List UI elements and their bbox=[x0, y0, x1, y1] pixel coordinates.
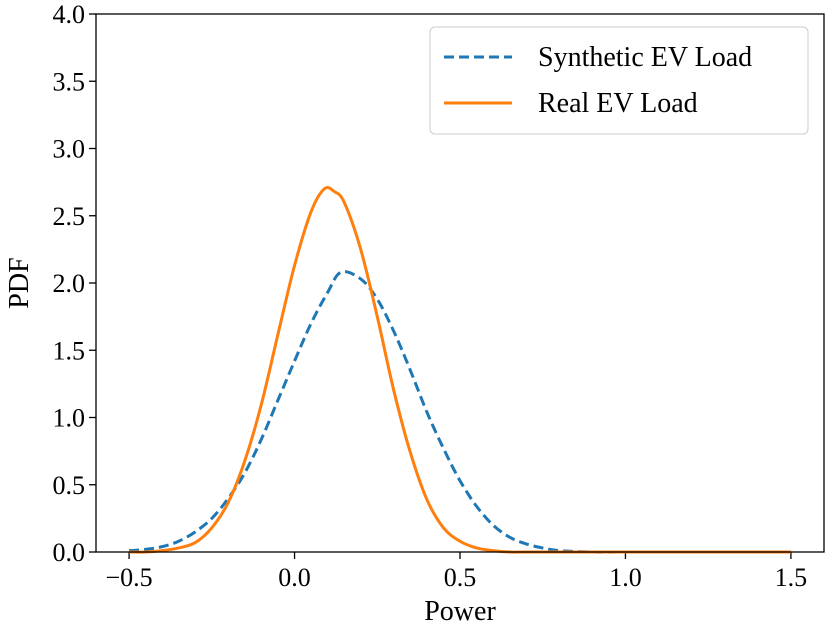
x-axis-ticks: −0.5 0.0 0.5 1.0 1.5 bbox=[106, 552, 808, 592]
x-axis-label: Power bbox=[424, 596, 496, 627]
legend: Synthetic EV Load Real EV Load bbox=[429, 26, 809, 135]
legend-box bbox=[429, 26, 809, 135]
y-tick-label: 3.0 bbox=[53, 135, 86, 164]
y-tick-label: 0.0 bbox=[53, 538, 86, 567]
y-tick-label: 2.0 bbox=[53, 269, 86, 298]
x-tick-label: −0.5 bbox=[106, 563, 153, 592]
plot-frame bbox=[95, 13, 825, 553]
x-tick-label: 0.5 bbox=[444, 563, 477, 592]
y-axis-ticks: 0.0 0.5 1.0 1.5 2.0 2.5 3.0 3.5 4.0 bbox=[53, 0, 96, 567]
y-tick-label: 1.5 bbox=[53, 336, 86, 365]
y-tick-label: 1.0 bbox=[53, 404, 86, 433]
x-tick-label: 0.0 bbox=[278, 563, 311, 592]
x-tick-label: 1.5 bbox=[775, 563, 808, 592]
legend-label-real: Real EV Load bbox=[538, 88, 698, 119]
y-tick-label: 0.5 bbox=[53, 471, 86, 500]
x-tick-label: 1.0 bbox=[609, 563, 642, 592]
y-tick-label: 2.5 bbox=[53, 202, 86, 231]
y-tick-label: 3.5 bbox=[53, 67, 86, 96]
legend-label-synthetic: Synthetic EV Load bbox=[538, 42, 752, 73]
y-tick-label: 4.0 bbox=[53, 0, 86, 29]
y-axis-label: PDF bbox=[4, 257, 35, 308]
